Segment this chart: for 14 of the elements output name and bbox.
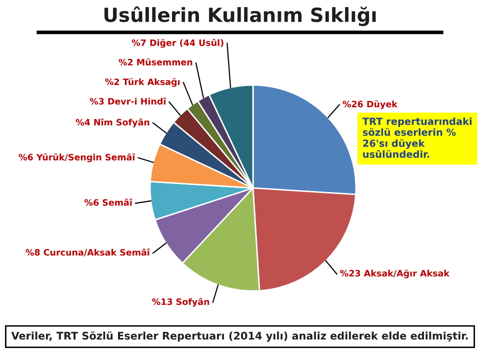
slice-label: %2 Müsemmen xyxy=(118,58,192,66)
slice-label: %26 Düyek xyxy=(342,100,398,110)
slice-label: %7 Diğer (44 Usûl) xyxy=(132,38,224,48)
text: Veriler, TRT Sözlü Eserler Repertuarı (2014 yılı) analiz edilerek elde edilmiştir. xyxy=(11,331,468,342)
text: TRT repertuarındaki sözlü eserlerin % 26'sı düyek usûlündedir. xyxy=(362,117,472,158)
slice-label: %4 Nîm Sofyân xyxy=(76,118,150,128)
slice-label: %23 Aksak/Ağır Aksak xyxy=(340,270,450,278)
slice-label: %6 Semâî xyxy=(84,198,132,206)
chart-title: Usûllerin Kullanım Sıklığı xyxy=(104,6,376,26)
slice-label: %2 Türk Aksağı xyxy=(105,78,180,87)
slice-label: %13 Sofyân xyxy=(152,298,210,307)
slice-label: %3 Devr-i Hindî xyxy=(90,97,166,105)
slice-label: %6 Yürük/Sengin Semâî xyxy=(18,153,136,162)
slice-label: %8 Curcuna/Aksak Semâî xyxy=(26,248,150,256)
